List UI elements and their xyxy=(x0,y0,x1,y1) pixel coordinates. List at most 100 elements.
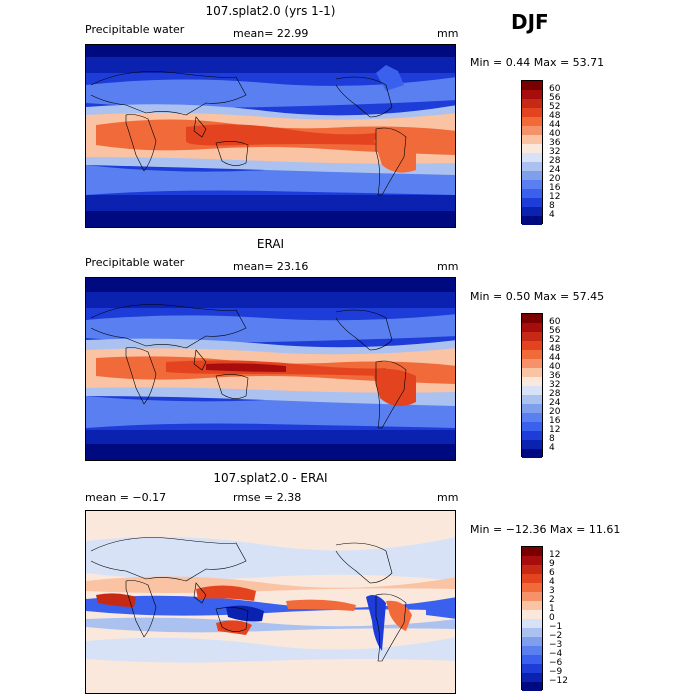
colorbar-level-label: −4 xyxy=(549,649,563,659)
colorbar-level-label: 32 xyxy=(549,147,561,157)
colorbar-swatch xyxy=(522,637,542,646)
colorbar-swatch xyxy=(522,565,542,574)
panel-1-colorbar-swatches xyxy=(521,80,543,225)
colorbar-swatch xyxy=(522,189,542,198)
colorbar-swatch xyxy=(522,90,542,99)
colorbar-swatch xyxy=(522,395,542,404)
panel-3-title: 107.splat2.0 - ERAI xyxy=(213,471,328,485)
colorbar-swatch xyxy=(522,108,542,117)
panel-3-minmax: Min = −12.36 Max = 11.61 xyxy=(470,523,621,536)
panel-1-minmax: Min = 0.44 Max = 53.71 xyxy=(470,56,605,69)
colorbar-level-label: 9 xyxy=(549,559,555,569)
colorbar-level-label: 6 xyxy=(549,568,555,578)
colorbar-swatch xyxy=(522,413,542,422)
colorbar-swatch xyxy=(522,153,542,162)
panel-3-stats-left: mean = −0.17 xyxy=(85,491,167,504)
colorbar-level-label: 52 xyxy=(549,335,561,345)
colorbar-swatch xyxy=(522,628,542,637)
colorbar-swatch xyxy=(522,341,542,350)
panel-3-map xyxy=(85,510,456,694)
colorbar-level-label: 48 xyxy=(549,111,561,121)
colorbar-swatch xyxy=(522,610,542,619)
colorbar-swatch xyxy=(522,314,542,323)
colorbar-swatch xyxy=(522,682,542,691)
colorbar-level-label: 36 xyxy=(549,371,561,381)
colorbar-level-label: 32 xyxy=(549,380,561,390)
colorbar-swatch xyxy=(522,601,542,610)
colorbar-level-label: −1 xyxy=(549,622,563,632)
colorbar-swatch xyxy=(522,99,542,108)
colorbar-swatch xyxy=(522,574,542,583)
panel-2-title: ERAI xyxy=(256,237,285,251)
panel-2-units: mm xyxy=(437,260,459,273)
colorbar-swatch xyxy=(522,117,542,126)
colorbar-level-label: 28 xyxy=(549,389,561,399)
colorbar-level-label: 56 xyxy=(549,93,561,103)
panel-2-minmax: Min = 0.50 Max = 57.45 xyxy=(470,290,605,303)
colorbar-level-label: 52 xyxy=(549,102,561,112)
panel-2-colorbar-swatches xyxy=(521,313,543,458)
colorbar-level-label: 8 xyxy=(549,434,555,444)
colorbar-swatch xyxy=(522,556,542,565)
colorbar-swatch xyxy=(522,664,542,673)
colorbar-swatch xyxy=(522,81,542,90)
colorbar-swatch xyxy=(522,619,542,628)
colorbar-swatch xyxy=(522,449,542,458)
colorbar-swatch xyxy=(522,144,542,153)
colorbar-swatch xyxy=(522,655,542,664)
colorbar-swatch xyxy=(522,422,542,431)
colorbar-level-label: 16 xyxy=(549,416,561,426)
colorbar-level-label: 36 xyxy=(549,138,561,148)
colorbar-swatch xyxy=(522,377,542,386)
colorbar-swatch xyxy=(522,216,542,225)
colorbar-level-label: 4 xyxy=(549,210,555,220)
panel-2-map xyxy=(85,277,456,461)
panel-1-stats: mean= 22.99 xyxy=(233,27,309,40)
colorbar-level-label: 2 xyxy=(549,595,555,605)
colorbar-swatch xyxy=(522,386,542,395)
colorbar-swatch xyxy=(522,592,542,601)
colorbar-swatch xyxy=(522,135,542,144)
colorbar-swatch xyxy=(522,323,542,332)
panel-3-units: mm xyxy=(437,491,459,504)
colorbar-level-label: 20 xyxy=(549,174,561,184)
panel-3-colorbar-swatches xyxy=(521,546,543,691)
colorbar-level-label: −9 xyxy=(549,667,563,677)
colorbar-level-label: 1 xyxy=(549,604,555,614)
colorbar-level-label: 3 xyxy=(549,586,555,596)
colorbar-level-label: 12 xyxy=(549,425,561,435)
colorbar-level-label: 44 xyxy=(549,353,561,363)
colorbar-level-label: 60 xyxy=(549,84,561,94)
colorbar-level-label: −2 xyxy=(549,631,563,641)
colorbar-level-label: 48 xyxy=(549,344,561,354)
colorbar-swatch xyxy=(522,359,542,368)
colorbar-swatch xyxy=(522,180,542,189)
colorbar-swatch xyxy=(522,368,542,377)
panel-2-map-field xyxy=(86,278,455,460)
colorbar-level-label: 24 xyxy=(549,165,561,175)
colorbar-level-label: 60 xyxy=(549,317,561,327)
colorbar-swatch xyxy=(522,198,542,207)
colorbar-swatch xyxy=(522,431,542,440)
colorbar-level-label: 56 xyxy=(549,326,561,336)
panel-2-stats: mean= 23.16 xyxy=(233,260,309,273)
panel-1-map-field xyxy=(86,45,455,227)
colorbar-level-label: 24 xyxy=(549,398,561,408)
colorbar-swatch xyxy=(522,171,542,180)
colorbar-level-label: 4 xyxy=(549,443,555,453)
colorbar-level-label: 28 xyxy=(549,156,561,166)
colorbar-swatch xyxy=(522,350,542,359)
colorbar-level-label: 44 xyxy=(549,120,561,130)
panel-1-units: mm xyxy=(437,27,459,40)
colorbar-swatch xyxy=(522,547,542,556)
panel-1-variable: Precipitable water xyxy=(85,23,185,36)
panel-3-map-field xyxy=(86,511,455,693)
panel-3-stats: rmse = 2.38 xyxy=(233,491,302,504)
colorbar-swatch xyxy=(522,673,542,682)
colorbar-level-label: −3 xyxy=(549,640,563,650)
colorbar-swatch xyxy=(522,404,542,413)
colorbar-level-label: 16 xyxy=(549,183,561,193)
colorbar-swatch xyxy=(522,332,542,341)
panel-1-map xyxy=(85,44,456,228)
colorbar-swatch xyxy=(522,162,542,171)
